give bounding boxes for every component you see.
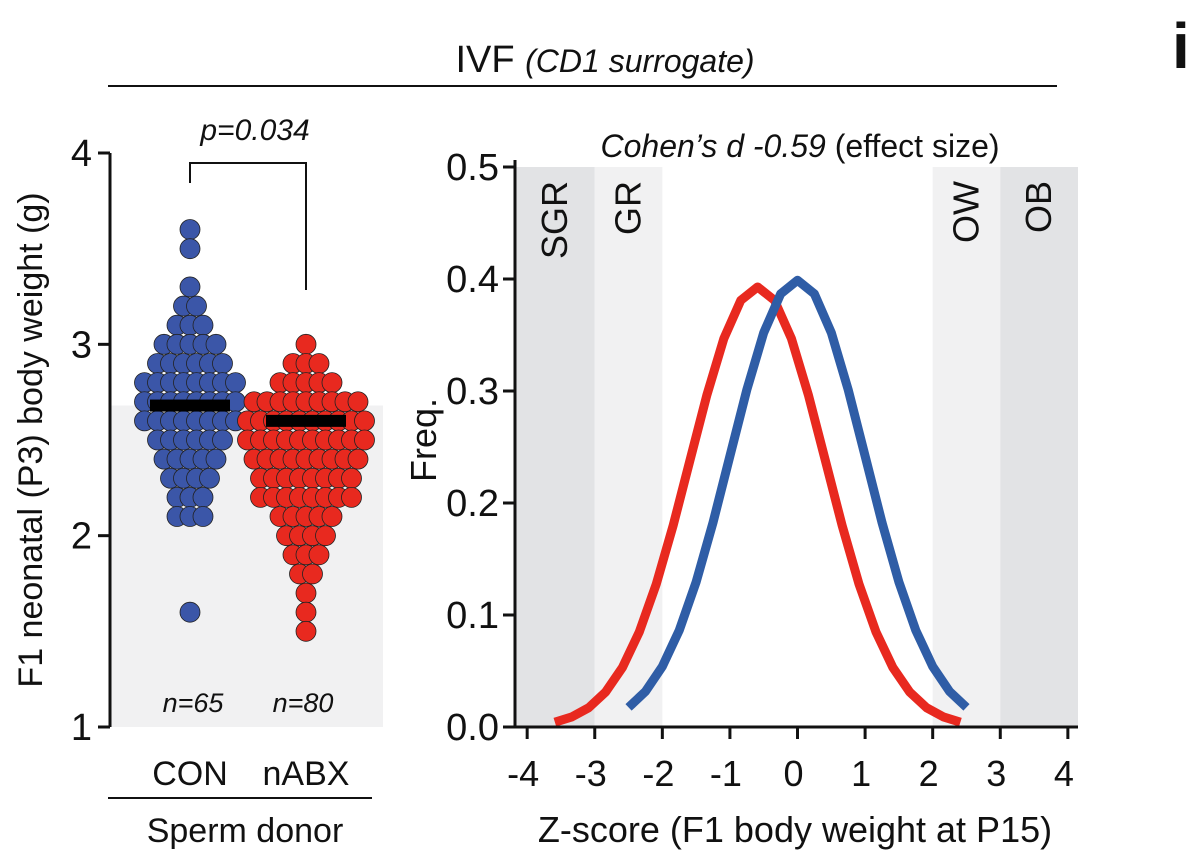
data-point — [179, 601, 201, 623]
mean-bar — [266, 414, 346, 427]
n-label: n=65 — [163, 688, 225, 718]
data-point — [315, 525, 336, 547]
title: IVF — [455, 39, 514, 81]
x-tick-label: -3 — [575, 753, 607, 794]
data-point — [321, 506, 343, 527]
region-label: OW — [945, 181, 986, 243]
p-value: p=0.034 — [199, 114, 309, 147]
region — [932, 167, 1001, 727]
data-point — [302, 563, 323, 585]
y-tick-label: 0.4 — [446, 259, 499, 301]
y-axis-label: F1 neonatal (P3) body weight (g) — [12, 192, 50, 687]
significance-bracket — [189, 162, 307, 290]
x-tick-label: CON — [152, 755, 228, 793]
mean-bar — [150, 399, 230, 412]
data-point — [205, 448, 227, 470]
y-tick-label: 1 — [71, 707, 92, 749]
region — [594, 167, 663, 727]
title-suffix: (effect size) — [835, 128, 1000, 164]
data-point — [212, 353, 233, 374]
data-point — [225, 372, 246, 394]
region-label: OB — [1018, 181, 1059, 233]
data-point — [179, 219, 201, 240]
data-point — [295, 333, 317, 355]
x-tick-label: -1 — [710, 753, 742, 794]
data-point — [321, 372, 343, 394]
data-point — [354, 429, 375, 451]
chart-title: Cohen’s d -0.59 (effect size) — [600, 128, 999, 164]
subtitle: (CD1 surrogate) — [525, 43, 754, 79]
x-tick-label: -4 — [507, 753, 539, 794]
y-tick-label: 0.0 — [446, 707, 499, 749]
x-tick-label: 4 — [1054, 753, 1074, 794]
y-tick-label: 0.1 — [446, 595, 499, 637]
region — [1000, 167, 1078, 727]
data-point — [295, 601, 317, 623]
y-tick-label: 3 — [71, 324, 92, 366]
data-point — [199, 467, 220, 489]
y-axis-label: Freq. — [403, 398, 444, 482]
region-label: SGR — [534, 181, 575, 259]
data-point — [341, 486, 362, 508]
data-point — [341, 467, 362, 489]
data-point — [192, 314, 214, 336]
x-tick-label: 0 — [783, 753, 803, 794]
x-tick-label: 3 — [986, 753, 1006, 794]
data-point — [347, 448, 369, 470]
data-point — [212, 429, 233, 451]
data-point — [354, 410, 375, 432]
panel-label: i — [1172, 10, 1190, 82]
data-point — [308, 544, 330, 566]
data-point — [205, 333, 227, 355]
x-axis-label: Z-score (F1 body weight at P15) — [538, 809, 1052, 850]
density-curve — [625, 275, 970, 711]
y-tick-label: 2 — [71, 516, 92, 558]
x-tick-label: 2 — [919, 753, 939, 794]
n-label: n=80 — [273, 688, 334, 718]
x-tick-label: 1 — [851, 753, 871, 794]
data-point — [192, 486, 214, 508]
region-label: GR — [608, 181, 649, 235]
y-tick-label: 4 — [71, 133, 92, 175]
density-curve — [553, 282, 962, 727]
figure-title: IVF (CD1 surrogate) — [455, 39, 754, 81]
data-point — [347, 391, 369, 413]
y-tick-label: 0.2 — [446, 483, 499, 525]
region — [515, 167, 595, 727]
data-point — [192, 506, 214, 527]
data-point — [295, 620, 317, 642]
data-point — [186, 295, 207, 317]
data-point — [295, 582, 317, 604]
x-tick-label: -2 — [642, 753, 674, 794]
title-main: Cohen’s d -0.59 — [600, 128, 826, 164]
y-tick-label: 0.3 — [446, 371, 499, 413]
data-point — [179, 276, 201, 298]
x-tick-label: nABX — [263, 755, 350, 793]
data-point — [179, 238, 201, 260]
data-point — [308, 353, 330, 374]
y-tick-label: 0.5 — [446, 147, 499, 189]
x-axis-label: Sperm donor — [147, 812, 344, 850]
